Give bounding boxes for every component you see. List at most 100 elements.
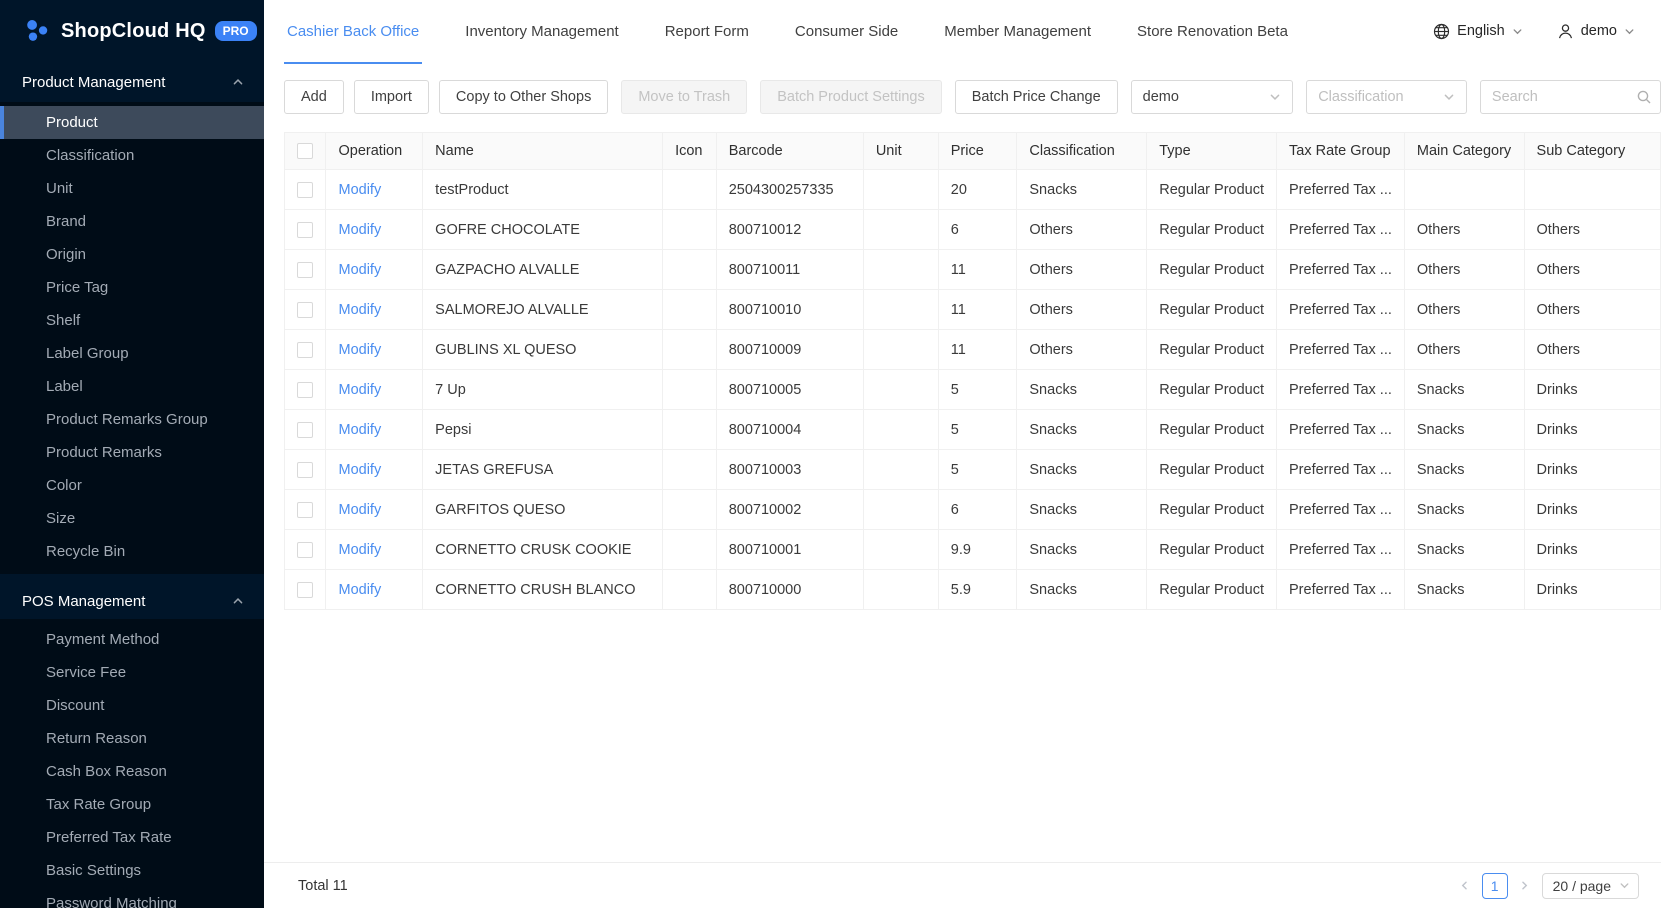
sidebar-items-product-management: Product Classification Unit Brand Origin Pric… <box>0 102 264 574</box>
sub-category-cell: Others <box>1524 289 1661 330</box>
batch-price-change-button[interactable]: Batch Price Change <box>954 80 1118 114</box>
sidebar-item-return-reason[interactable]: Return Reason <box>46 730 147 747</box>
row-checkbox[interactable] <box>297 221 313 238</box>
name-cell: CORNETTO CRUSK COOKIE <box>422 529 664 570</box>
sidebar-item-cash-box-reason[interactable]: Cash Box Reason <box>46 763 167 780</box>
sidebar-item-tax-rate-group[interactable]: Tax Rate Group <box>46 796 152 813</box>
modify-link[interactable]: Modify <box>338 181 382 198</box>
sidebar-item-shelf[interactable]: Shelf <box>46 312 81 329</box>
tab-cashier-back-office[interactable]: Cashier Back Office <box>284 0 423 64</box>
chevron-right-icon[interactable] <box>1516 873 1534 899</box>
add-button[interactable]: Add <box>284 80 344 114</box>
row-checkbox[interactable] <box>297 301 313 318</box>
sidebar-item-password-matching[interactable]: Password Matching <box>46 895 177 908</box>
operation-cell: Modify <box>325 449 424 490</box>
tab-member-management[interactable]: Member Management <box>944 22 1092 40</box>
modify-link[interactable]: Modify <box>338 421 382 438</box>
search-icon[interactable] <box>1636 89 1652 105</box>
tax-rate-group-cell: Preferred Tax ... <box>1276 369 1405 410</box>
chevron-left-icon[interactable] <box>1456 873 1474 899</box>
column-header-price: Price <box>938 132 1018 170</box>
modify-link[interactable]: Modify <box>338 301 382 318</box>
barcode-cell: 800710002 <box>716 489 864 530</box>
classification-placeholder: Classification <box>1318 89 1404 105</box>
sidebar-item-product-remarks-group[interactable]: Product Remarks Group <box>46 411 208 428</box>
row-checkbox[interactable] <box>297 501 313 518</box>
modify-link[interactable]: Modify <box>338 461 382 478</box>
sidebar-item-size[interactable]: Size <box>46 510 76 527</box>
import-button[interactable]: Import <box>353 80 429 114</box>
row-checkbox[interactable] <box>297 341 313 358</box>
language-selector[interactable]: English <box>1433 23 1523 40</box>
page-size-select[interactable]: 20 / page <box>1541 872 1639 899</box>
row-checkbox[interactable] <box>297 381 313 398</box>
copy-to-other-shops-button[interactable]: Copy to Other Shops <box>438 80 609 114</box>
barcode-cell: 800710010 <box>716 289 864 330</box>
type-cell: Regular Product <box>1146 209 1277 250</box>
type-cell: Regular Product <box>1146 249 1277 290</box>
icon-cell <box>662 489 717 530</box>
tax-rate-group-cell: Preferred Tax ... <box>1276 529 1405 570</box>
modify-link[interactable]: Modify <box>338 341 382 358</box>
modify-link[interactable]: Modify <box>338 221 382 238</box>
chevron-up-icon <box>232 76 244 88</box>
move-to-trash-button[interactable]: Move to Trash <box>621 80 748 114</box>
sidebar-item-label-group[interactable]: Label Group <box>46 345 129 362</box>
modify-link[interactable]: Modify <box>338 541 382 558</box>
sidebar-item-unit[interactable]: Unit <box>46 180 73 197</box>
total-count: Total 11 <box>298 877 348 894</box>
sidebar-item-color[interactable]: Color <box>46 477 82 494</box>
sidebar-item-price-tag[interactable]: Price Tag <box>46 279 109 296</box>
pagination: 1 20 / page <box>1456 872 1639 899</box>
name-cell: CORNETTO CRUSH BLANCO <box>422 569 664 610</box>
icon-cell <box>662 249 717 290</box>
sidebar-item-product-remarks[interactable]: Product Remarks <box>46 444 162 461</box>
sidebar-item-recycle-bin[interactable]: Recycle Bin <box>46 543 126 560</box>
row-checkbox[interactable] <box>297 421 313 438</box>
sidebar-item-preferred-tax-rate[interactable]: Preferred Tax Rate <box>46 829 172 846</box>
select-all-header-cell <box>284 132 327 170</box>
sidebar-item-classification[interactable]: Classification <box>46 147 135 164</box>
table-row: Modify CORNETTO CRUSH BLANCO 800710000 5.9 S… <box>284 569 1661 610</box>
tab-inventory-management[interactable]: Inventory Management <box>465 22 619 40</box>
sidebar-section-product-management[interactable]: Product Management <box>0 62 264 102</box>
sidebar-item-label[interactable]: Label <box>46 378 83 395</box>
modify-link[interactable]: Modify <box>338 581 382 598</box>
table-row: Modify GAZPACHO ALVALLE 800710011 11 Others R… <box>284 249 1661 290</box>
sub-category-cell: Drinks <box>1524 529 1661 570</box>
sidebar-item-product[interactable]: Product <box>0 106 264 139</box>
batch-product-settings-button[interactable]: Batch Product Settings <box>760 80 942 114</box>
shop-select[interactable]: demo <box>1130 80 1294 114</box>
sidebar-item-origin[interactable]: Origin <box>46 246 87 263</box>
sidebar-item-service-fee[interactable]: Service Fee <box>46 664 127 681</box>
name-cell: 7 Up <box>422 369 664 410</box>
sidebar-section-pos-management[interactable]: POS Management <box>0 583 264 619</box>
user-menu[interactable]: demo <box>1557 23 1635 40</box>
operation-cell: Modify <box>325 529 424 570</box>
sidebar-item-discount[interactable]: Discount <box>46 697 105 714</box>
sidebar-item-basic-settings[interactable]: Basic Settings <box>46 862 142 879</box>
tab-report-form[interactable]: Report Form <box>664 22 749 40</box>
operation-cell: Modify <box>325 209 424 250</box>
tab-consumer-side[interactable]: Consumer Side <box>794 22 899 40</box>
page-number[interactable]: 1 <box>1481 872 1508 899</box>
row-checkbox[interactable] <box>297 461 313 478</box>
modify-link[interactable]: Modify <box>338 381 382 398</box>
classification-select[interactable]: Classification <box>1306 80 1467 114</box>
row-checkbox[interactable] <box>297 541 313 558</box>
operation-cell: Modify <box>325 289 424 330</box>
row-checkbox[interactable] <box>297 261 313 278</box>
sidebar-item-brand[interactable]: Brand <box>46 213 87 230</box>
name-cell: GOFRE CHOCOLATE <box>422 209 664 250</box>
main-category-cell: Snacks <box>1404 489 1525 530</box>
search-input[interactable] <box>1479 80 1661 114</box>
select-all-checkbox[interactable] <box>297 143 313 160</box>
modify-link[interactable]: Modify <box>338 501 382 518</box>
tab-store-renovation-beta[interactable]: Store Renovation Beta <box>1137 22 1288 40</box>
modify-link[interactable]: Modify <box>338 261 382 278</box>
row-checkbox[interactable] <box>297 581 313 598</box>
row-checkbox[interactable] <box>297 181 313 198</box>
main-category-cell: Snacks <box>1404 409 1525 450</box>
barcode-cell: 2504300257335 <box>716 169 864 210</box>
sidebar-item-payment-method[interactable]: Payment Method <box>46 631 160 648</box>
